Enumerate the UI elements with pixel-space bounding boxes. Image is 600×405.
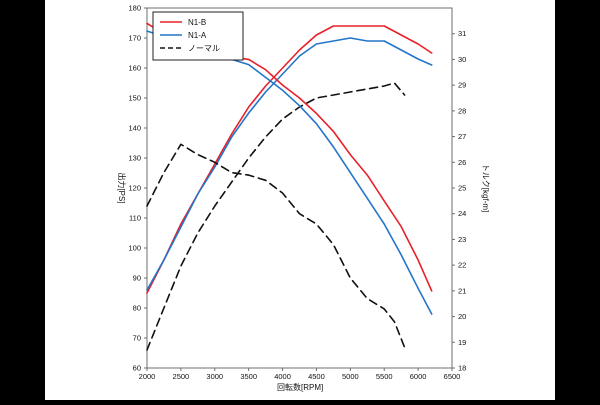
- y-tick-label: 130: [128, 154, 141, 163]
- y2-tick-label: 19: [458, 338, 466, 347]
- y-tick-label: 80: [133, 304, 141, 313]
- y2-tick-label: 22: [458, 261, 466, 270]
- series-line-torque-ノーマル: [146, 143, 406, 349]
- y2-tick-label: 27: [458, 132, 466, 141]
- x-tick-label: 3500: [240, 372, 257, 381]
- chart-panel: [45, 0, 555, 400]
- y-tick-label: 110: [129, 214, 141, 223]
- y-tick-label: 90: [133, 274, 141, 283]
- legend: N1-B N1-A ノーマル: [152, 11, 244, 61]
- y-tick-label: 140: [128, 124, 141, 133]
- y2-tick-label: 23: [458, 235, 466, 244]
- y-tick-label: 100: [128, 244, 141, 253]
- x-tick-label: 6500: [444, 372, 461, 381]
- x-axis-ticks: 2000 2500 3000 3500 4000 4500 5000 5500 6000 6500: [139, 368, 461, 381]
- x-tick-label: 4000: [274, 372, 291, 381]
- x-tick-label: 6000: [410, 372, 427, 381]
- legend-label: N1-A: [188, 31, 207, 40]
- y-tick-label: 120: [128, 184, 141, 193]
- y2-tick-label: 20: [458, 312, 466, 321]
- x-tick-label: 2000: [139, 372, 156, 381]
- y-tick-label: 60: [133, 364, 141, 373]
- y-axis-label: 出力[PS]: [117, 172, 127, 203]
- x-tick-label: 3000: [206, 372, 223, 381]
- y2-tick-label: 26: [458, 158, 466, 167]
- y2-tick-label: 29: [458, 81, 466, 90]
- legend-box: [152, 11, 244, 61]
- x-axis-label: 回転数[RPM]: [277, 382, 323, 392]
- y-tick-label: 150: [128, 94, 141, 103]
- y2-tick-label: 18: [458, 364, 466, 373]
- y-tick-label: 180: [128, 4, 141, 13]
- x-tick-label: 5000: [342, 372, 359, 381]
- y2-tick-label: 31: [458, 29, 466, 38]
- y-tick-label: 170: [128, 34, 141, 43]
- y2-tick-label: 28: [458, 106, 466, 115]
- y2-tick-label: 21: [458, 286, 466, 295]
- x-tick-label: 4500: [308, 372, 325, 381]
- y-tick-label: 70: [133, 334, 141, 343]
- y2-tick-label: 24: [458, 209, 466, 218]
- y2-tick-label: 30: [458, 55, 466, 64]
- y2-axis-label: トルク[kgf-m]: [481, 164, 490, 212]
- y-tick-label: 160: [128, 64, 141, 73]
- series-line-power-ノーマル: [146, 82, 406, 351]
- y2-axis-ticks: 18 19 20 21 22 23 24 25 26 27 28 29 30 31: [452, 29, 466, 373]
- x-tick-label: 2500: [173, 372, 190, 381]
- y2-tick-label: 25: [458, 184, 466, 193]
- x-tick-label: 5500: [376, 372, 393, 381]
- series-line-power-N1-A: [146, 37, 433, 291]
- legend-label: ノーマル: [188, 44, 220, 53]
- legend-label: N1-B: [188, 18, 206, 27]
- y-axis-ticks: 60 70 80 90 100 110 120 130 140 150 160 170 180: [128, 4, 147, 373]
